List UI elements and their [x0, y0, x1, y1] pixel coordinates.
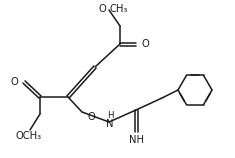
Text: O: O: [98, 4, 106, 14]
Text: O: O: [10, 77, 18, 87]
Text: CH₃: CH₃: [110, 4, 128, 14]
Text: N: N: [106, 119, 114, 129]
Text: O: O: [87, 112, 95, 122]
Text: OCH₃: OCH₃: [16, 131, 42, 141]
Text: H: H: [107, 112, 113, 121]
Text: O: O: [141, 39, 149, 49]
Text: NH: NH: [129, 135, 144, 145]
